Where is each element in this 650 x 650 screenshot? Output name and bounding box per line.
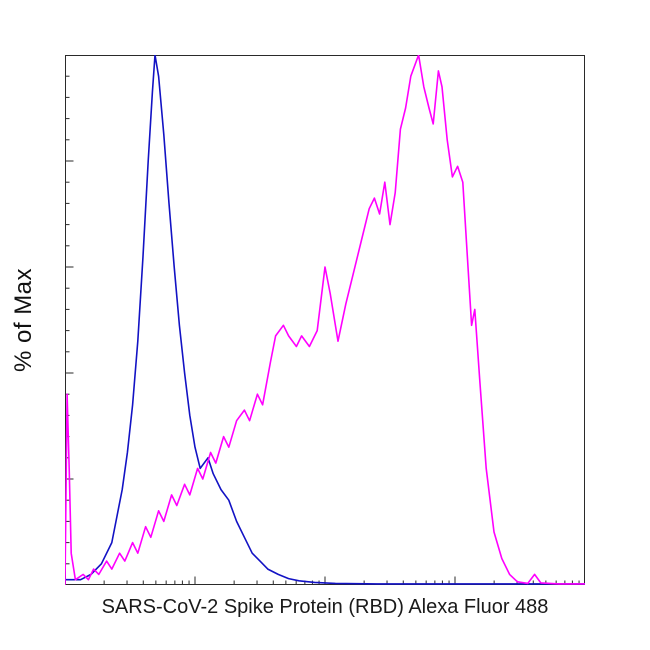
x-axis-label: SARS-CoV-2 Spike Protein (RBD) Alexa Flu… bbox=[101, 596, 549, 618]
histogram-plot-area bbox=[65, 55, 585, 585]
histogram-trace-blue bbox=[65, 55, 585, 585]
histogram-trace-magenta bbox=[65, 55, 585, 585]
y-axis-label: % of Max bbox=[10, 267, 37, 373]
